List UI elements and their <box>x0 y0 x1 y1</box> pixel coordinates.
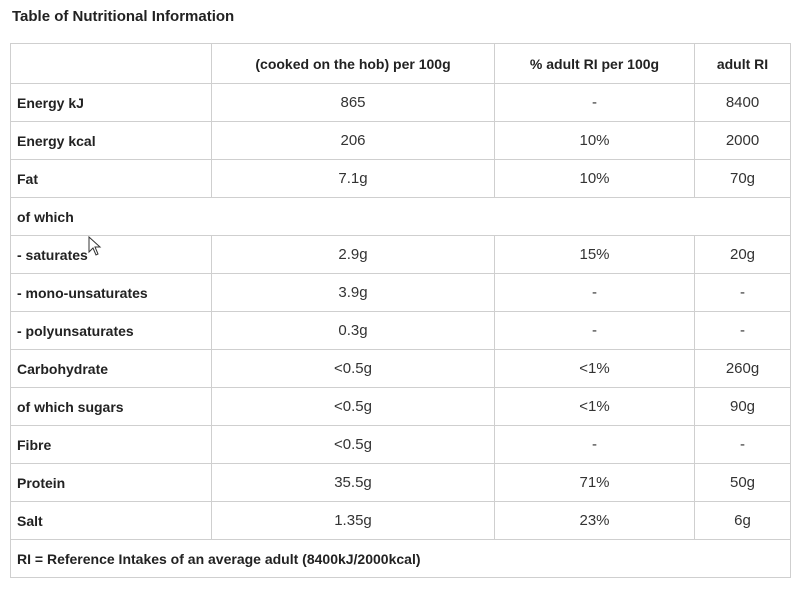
mouse-pointer-icon <box>88 236 102 256</box>
adult-ri-value: - <box>694 273 791 312</box>
footnote: RI = Reference Intakes of an average adu… <box>10 539 791 578</box>
ri-percent-value: - <box>494 83 695 122</box>
header-adult-ri: adult RI <box>694 43 791 84</box>
page-title: Table of Nutritional Information <box>12 8 235 25</box>
per-100g-value: 0.3g <box>211 311 495 350</box>
table-row: - mono-unsaturates 3.9g - - <box>10 273 791 312</box>
ri-percent-value: 15% <box>494 235 695 274</box>
per-100g-value: <0.5g <box>211 387 495 426</box>
table-row: Energy kJ 865 - 8400 <box>10 83 791 122</box>
row-label: Fibre <box>10 425 212 464</box>
row-label: - saturates <box>10 235 212 274</box>
table-row: Fat 7.1g 10% 70g <box>10 159 791 198</box>
adult-ri-value: - <box>694 311 791 350</box>
ri-percent-value: - <box>494 273 695 312</box>
table-header-row: (cooked on the hob) per 100g % adult RI … <box>10 43 791 84</box>
ri-percent-value: - <box>494 425 695 464</box>
row-label: - mono-unsaturates <box>10 273 212 312</box>
table-row: Fibre <0.5g - - <box>10 425 791 464</box>
per-100g-value: 865 <box>211 83 495 122</box>
table-row: Salt 1.35g 23% 6g <box>10 501 791 540</box>
row-label: Fat <box>10 159 212 198</box>
adult-ri-value: 50g <box>694 463 791 502</box>
adult-ri-value: 2000 <box>694 121 791 160</box>
table-row: Protein 35.5g 71% 50g <box>10 463 791 502</box>
per-100g-value: 206 <box>211 121 495 160</box>
ri-percent-value: - <box>494 311 695 350</box>
nutrition-table: (cooked on the hob) per 100g % adult RI … <box>10 43 791 578</box>
row-label: Energy kcal <box>10 121 212 160</box>
ri-percent-value: 10% <box>494 159 695 198</box>
table-row: - polyunsaturates 0.3g - - <box>10 311 791 350</box>
per-100g-value: 35.5g <box>211 463 495 502</box>
row-label: Salt <box>10 501 212 540</box>
per-100g-value: 7.1g <box>211 159 495 198</box>
adult-ri-value: 90g <box>694 387 791 426</box>
adult-ri-value: 260g <box>694 349 791 388</box>
row-label: of which sugars <box>10 387 212 426</box>
table-row: of which sugars <0.5g <1% 90g <box>10 387 791 426</box>
header-per-100g: (cooked on the hob) per 100g <box>211 43 495 84</box>
table-row: Energy kcal 206 10% 2000 <box>10 121 791 160</box>
ri-percent-value: 10% <box>494 121 695 160</box>
per-100g-value: 1.35g <box>211 501 495 540</box>
row-label: Carbohydrate <box>10 349 212 388</box>
per-100g-value: 2.9g <box>211 235 495 274</box>
row-label: Protein <box>10 463 212 502</box>
table-row-subheading: of which <box>10 197 791 236</box>
per-100g-value: <0.5g <box>211 349 495 388</box>
per-100g-value: 3.9g <box>211 273 495 312</box>
table-row: Carbohydrate <0.5g <1% 260g <box>10 349 791 388</box>
row-label: of which <box>10 197 791 236</box>
adult-ri-value: 70g <box>694 159 791 198</box>
table-row: - saturates 2.9g 15% 20g <box>10 235 791 274</box>
per-100g-value: <0.5g <box>211 425 495 464</box>
adult-ri-value: 8400 <box>694 83 791 122</box>
ri-percent-value: 23% <box>494 501 695 540</box>
table-footnote-row: RI = Reference Intakes of an average adu… <box>10 539 791 578</box>
adult-ri-value: 20g <box>694 235 791 274</box>
header-empty-cell <box>10 43 212 84</box>
ri-percent-value: <1% <box>494 387 695 426</box>
ri-percent-value: <1% <box>494 349 695 388</box>
adult-ri-value: - <box>694 425 791 464</box>
header-ri-percent: % adult RI per 100g <box>494 43 695 84</box>
row-label: Energy kJ <box>10 83 212 122</box>
ri-percent-value: 71% <box>494 463 695 502</box>
row-label: - polyunsaturates <box>10 311 212 350</box>
adult-ri-value: 6g <box>694 501 791 540</box>
